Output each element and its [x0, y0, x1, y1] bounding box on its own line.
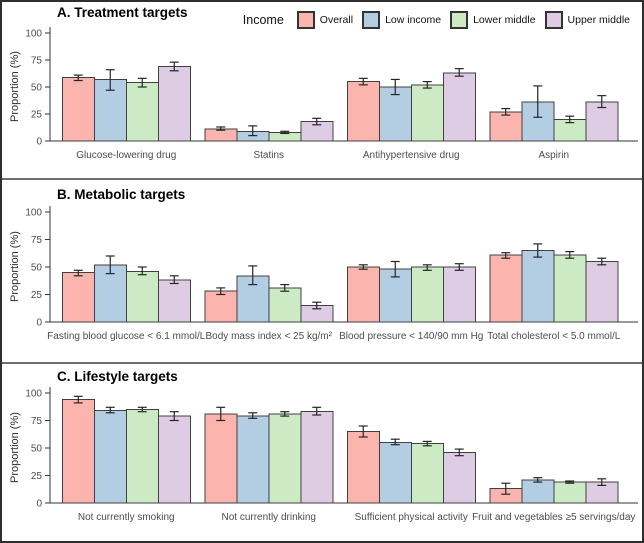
legend-title: Income: [242, 13, 284, 27]
y-tick-label: 75: [31, 235, 43, 246]
bar: [346, 431, 380, 504]
bar: [157, 415, 191, 504]
bar: [378, 268, 412, 323]
bar: [378, 442, 412, 504]
bar: [204, 290, 238, 323]
bar: [521, 250, 555, 323]
bar: [521, 479, 555, 504]
legend-label: Overall: [319, 14, 354, 26]
bar: [268, 287, 302, 323]
bar: [553, 481, 587, 504]
legend-item-overall: Overall: [288, 11, 353, 29]
x-category-label: Sufficient physical activity: [355, 512, 468, 523]
legend-swatch-upper-middle: [544, 11, 563, 29]
bar: [346, 266, 380, 323]
x-category-label: Aspirin: [538, 150, 569, 161]
y-tick-label: 25: [31, 471, 43, 482]
legend-swatch-low-income: [362, 11, 381, 29]
bar: [585, 101, 619, 142]
y-tick-label: 100: [25, 208, 42, 219]
legend-label: Lower middle: [473, 14, 536, 26]
x-category-label: Blood pressure < 140/90 mm Hg: [339, 331, 483, 342]
panel-lifestyle-targets: C. Lifestyle targets Proportion (%) 0 25 5…: [2, 364, 642, 541]
bar: [61, 272, 95, 323]
x-category-label: Fruit and vegetables ≥5 servings/day: [472, 512, 635, 523]
bar: [61, 399, 95, 504]
y-tick-label: 50: [31, 444, 43, 455]
x-category-label: Statins: [253, 150, 284, 161]
panel-title: B. Metabolic targets: [57, 187, 186, 202]
y-tick-label: 50: [31, 263, 43, 274]
income-legend: Income Overall Low income Lower middle U…: [243, 11, 630, 29]
bar: [410, 266, 444, 323]
bar: [93, 264, 127, 323]
legend-item-low-income: Low income: [353, 11, 441, 29]
bar: [410, 84, 444, 142]
x-category-label: Fasting blood glucose < 6.1 mmol/L: [47, 331, 206, 342]
bar: [93, 410, 127, 504]
bar: [204, 128, 238, 142]
x-category-label: Not currently smoking: [78, 512, 175, 523]
y-tick-label: 50: [31, 83, 43, 94]
bar: [157, 65, 191, 142]
panel-treatment-targets: A. Treatment targets Proportion (%) Inco…: [2, 2, 642, 180]
treatment-targets-plot: 0 25 50 75 100 Glucose-lowering drug Statins An…: [25, 27, 638, 161]
bar: [300, 411, 334, 504]
y-tick-label: 75: [31, 56, 43, 67]
metabolic-targets-plot: 0 25 50 75 100 Fasting blood glucose < 6.1 mm…: [25, 206, 638, 342]
bar: [442, 72, 476, 142]
panel-title: A. Treatment targets: [57, 5, 188, 20]
legend-label: Low income: [385, 14, 442, 26]
bar: [585, 261, 619, 323]
y-tick-label: 100: [25, 29, 42, 40]
bar: [125, 409, 159, 504]
bar: [204, 413, 238, 504]
x-category-label: Not currently drinking: [222, 512, 316, 523]
panel-title: C. Lifestyle targets: [57, 369, 178, 384]
panel-metabolic-targets: B. Metabolic targets Proportion (%) 0 25 5…: [2, 180, 642, 364]
x-category-label: Antihypertensive drug: [363, 150, 460, 161]
bar: [61, 76, 95, 142]
x-category-label: Total cholesterol < 5.0 mmol/L: [487, 331, 621, 342]
y-tick-label: 25: [31, 290, 43, 301]
bar: [442, 266, 476, 323]
x-category-label: Body mass index < 25 kg/m²: [206, 331, 333, 342]
legend-swatch-overall: [296, 11, 315, 29]
lifestyle-targets-plot: 0 25 50 75 100 Not currently smoking Not curre…: [25, 387, 638, 523]
y-tick-label: 0: [36, 499, 42, 510]
y-tick-label: 75: [31, 416, 43, 427]
bar: [236, 415, 270, 504]
bar: [489, 111, 523, 142]
bar: [125, 270, 159, 323]
y-tick-label: 25: [31, 110, 43, 121]
bar: [489, 254, 523, 323]
bar: [442, 451, 476, 504]
legend-swatch-lower-middle: [450, 11, 469, 29]
legend-label: Upper middle: [567, 14, 630, 26]
bar: [410, 443, 444, 504]
bar: [125, 82, 159, 142]
y-tick-label: 0: [36, 318, 42, 329]
bar: [157, 279, 191, 323]
bar: [553, 254, 587, 323]
y-tick-label: 0: [36, 137, 42, 148]
bar: [346, 81, 380, 142]
bar: [268, 413, 302, 504]
y-tick-label: 100: [25, 389, 42, 400]
x-category-label: Glucose-lowering drug: [76, 150, 176, 161]
legend-item-lower-middle: Lower middle: [441, 11, 536, 29]
legend-item-upper-middle: Upper middle: [536, 11, 630, 29]
